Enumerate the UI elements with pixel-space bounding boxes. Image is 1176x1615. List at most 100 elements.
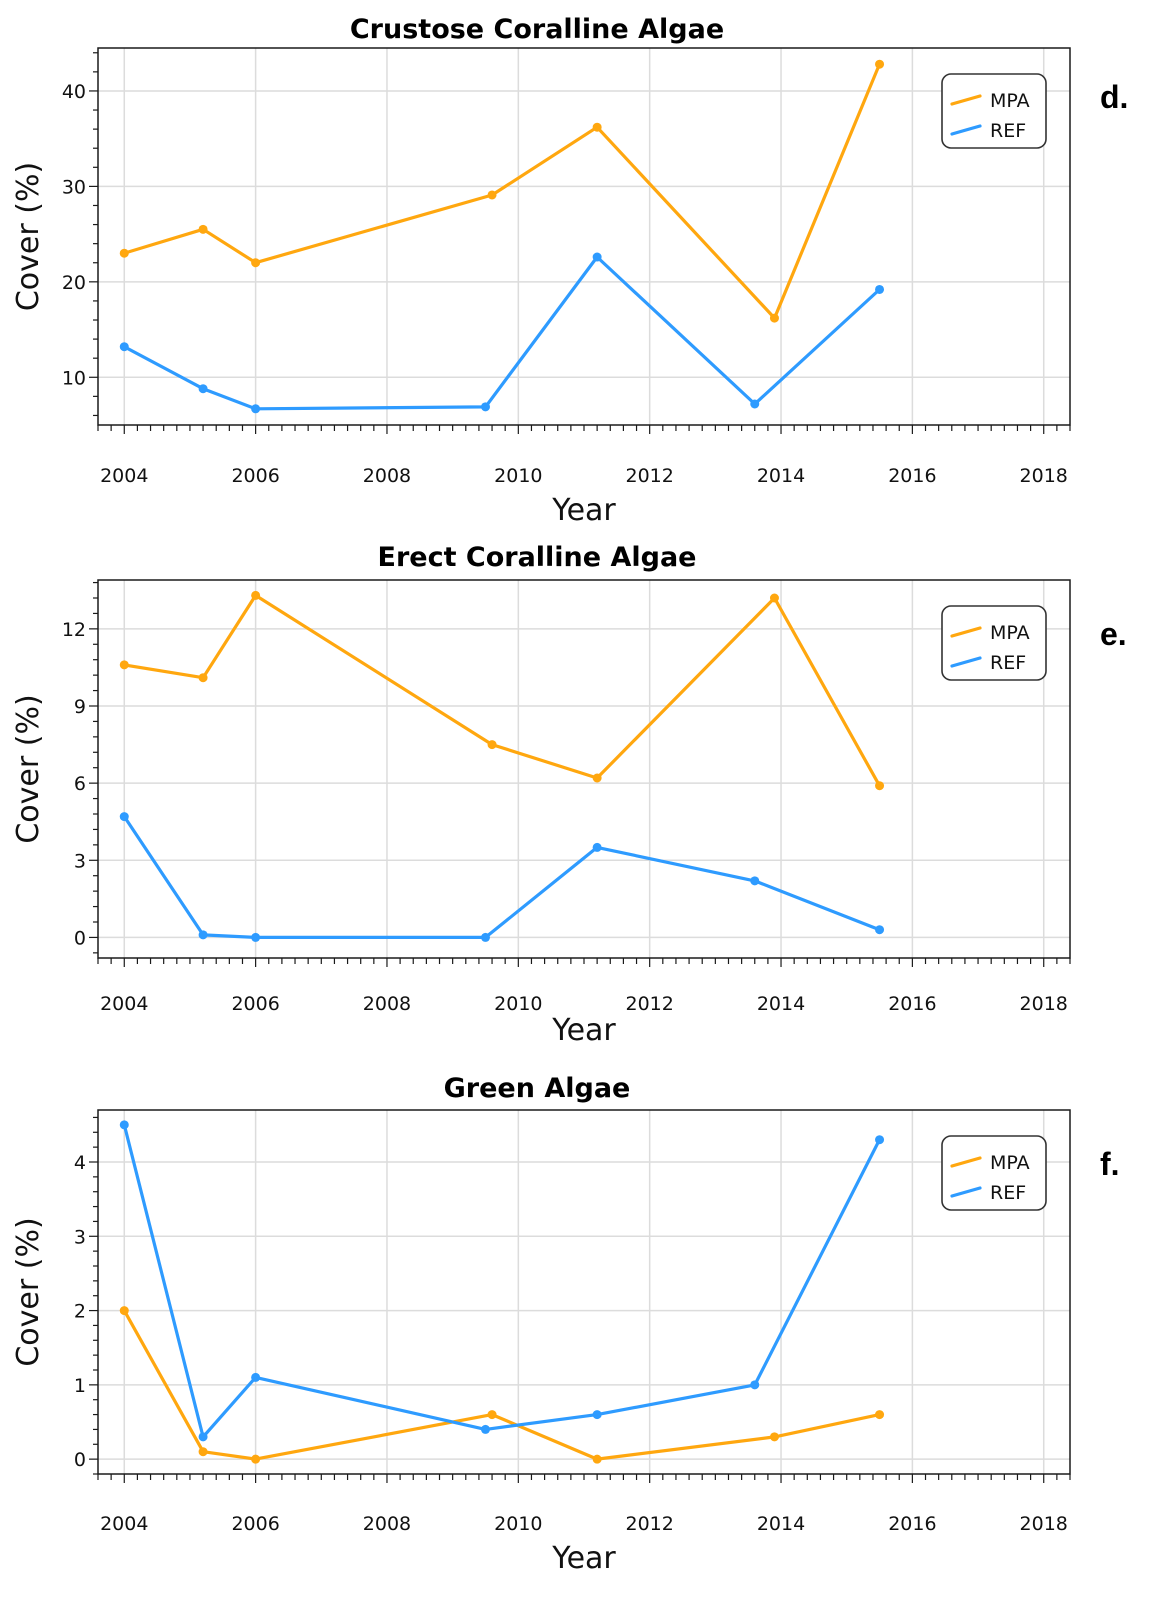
series-mpa — [119, 1306, 885, 1464]
data-point-ref — [875, 284, 885, 294]
y-tick-label: 3 — [74, 850, 86, 872]
y-tick-label: 0 — [74, 1449, 86, 1471]
chart-panel-green: Green Algae Cover (%) Year f. 2004 2006 20… — [11, 1073, 1120, 1576]
legend-swatch-mpa — [950, 94, 982, 106]
y-axis-label: Cover (%) — [11, 162, 46, 311]
x-axis-label: Year — [551, 1013, 616, 1048]
data-point-ref — [592, 842, 602, 852]
y-tick-label: 40 — [62, 81, 86, 103]
x-tick-label: 2004 — [100, 1513, 148, 1535]
x-tick-label: 2014 — [757, 1513, 805, 1535]
y-axis-label: Cover (%) — [11, 1217, 46, 1366]
x-tick-label: 2018 — [1020, 465, 1068, 487]
y-axis-label: Cover (%) — [11, 694, 46, 843]
y-tick-label: 6 — [74, 773, 86, 795]
legend-swatch-ref — [950, 656, 982, 668]
data-point-mpa — [119, 248, 129, 258]
data-point-ref — [198, 1432, 208, 1442]
x-tick-label: 2010 — [494, 465, 542, 487]
data-point-ref — [875, 1135, 885, 1145]
data-point-ref — [750, 876, 760, 886]
data-point-ref — [592, 252, 602, 262]
data-point-ref — [480, 402, 490, 412]
data-point-ref — [750, 1380, 760, 1390]
data-point-ref — [251, 1372, 261, 1382]
plot-frame — [97, 579, 1071, 959]
gridlines — [98, 48, 1070, 425]
x-tick-label: 2004 — [100, 465, 148, 487]
series-line-ref — [122, 255, 882, 411]
legend — [941, 1135, 1047, 1211]
y-tick-label: 9 — [74, 696, 86, 718]
y-tick-label: 3 — [74, 1226, 86, 1248]
data-point-mpa — [487, 190, 497, 200]
data-point-ref — [251, 404, 261, 414]
data-point-ref — [480, 1424, 490, 1434]
data-point-mpa — [251, 258, 261, 268]
x-axis-label: Year — [551, 1541, 616, 1576]
x-minor-ticks — [97, 958, 1071, 967]
x-tick-label: 2010 — [494, 993, 542, 1015]
series-line-mpa — [122, 593, 882, 788]
data-point-mpa — [875, 59, 885, 69]
data-point-mpa — [487, 1410, 497, 1420]
x-tick-label: 2012 — [625, 465, 673, 487]
plot-frame — [97, 1109, 1071, 1475]
x-tick-label: 2016 — [888, 465, 936, 487]
y-tick-label: 30 — [62, 176, 86, 198]
legend-swatch-ref — [950, 124, 982, 136]
x-tick-label: 2006 — [231, 465, 279, 487]
x-tick-label: 2014 — [757, 465, 805, 487]
x-tick-label: 2006 — [231, 1513, 279, 1535]
panel-letter: d. — [1100, 79, 1128, 115]
data-point-mpa — [769, 1432, 779, 1442]
legend-swatch-ref — [950, 1186, 982, 1198]
y-tick-label: 0 — [74, 927, 86, 949]
series-line-ref — [122, 1123, 882, 1439]
y-tick-label: 4 — [74, 1152, 86, 1174]
data-point-ref — [198, 384, 208, 394]
legend — [941, 73, 1047, 149]
data-point-ref — [480, 932, 490, 942]
x-tick-label: 2006 — [231, 993, 279, 1015]
series-line-ref — [122, 814, 882, 940]
data-point-ref — [592, 1410, 602, 1420]
x-minor-ticks — [97, 425, 1071, 434]
data-point-mpa — [769, 593, 779, 603]
data-point-mpa — [875, 781, 885, 791]
x-minor-ticks — [97, 1474, 1071, 1483]
x-tick-label: 2014 — [757, 993, 805, 1015]
data-point-mpa — [119, 660, 129, 670]
y-minor-ticks — [89, 581, 98, 954]
legend-label-1: REF — [990, 120, 1026, 142]
x-tick-label: 2016 — [888, 993, 936, 1015]
chart-title: Green Algae — [444, 1073, 631, 1104]
data-point-mpa — [592, 773, 602, 783]
legend-swatch-mpa — [950, 626, 982, 638]
series-mpa — [119, 59, 885, 323]
data-point-mpa — [487, 740, 497, 750]
series-ref — [119, 1120, 885, 1442]
data-point-ref — [750, 399, 760, 409]
data-point-mpa — [592, 1454, 602, 1464]
chart-panel-crustose: Crustose Coralline Algae Cover (%) Year … — [11, 14, 1128, 528]
y-tick-label: 1 — [74, 1375, 86, 1397]
y-minor-ticks — [89, 1116, 98, 1475]
panel-letter: f. — [1100, 1146, 1120, 1182]
x-tick-label: 2008 — [363, 465, 411, 487]
data-point-ref — [119, 1120, 129, 1130]
data-point-ref — [875, 925, 885, 935]
x-tick-label: 2018 — [1020, 993, 1068, 1015]
y-tick-label: 10 — [62, 367, 86, 389]
series-mpa — [119, 590, 885, 791]
series-ref — [119, 252, 885, 414]
series-ref — [119, 812, 885, 942]
legend-label-1: REF — [990, 1182, 1026, 1204]
data-point-ref — [198, 930, 208, 940]
y-tick-label: 12 — [62, 619, 86, 641]
data-point-mpa — [198, 1447, 208, 1457]
x-tick-label: 2004 — [100, 993, 148, 1015]
y-tick-label: 20 — [62, 272, 86, 294]
x-tick-label: 2018 — [1020, 1513, 1068, 1535]
x-tick-label: 2016 — [888, 1513, 936, 1535]
